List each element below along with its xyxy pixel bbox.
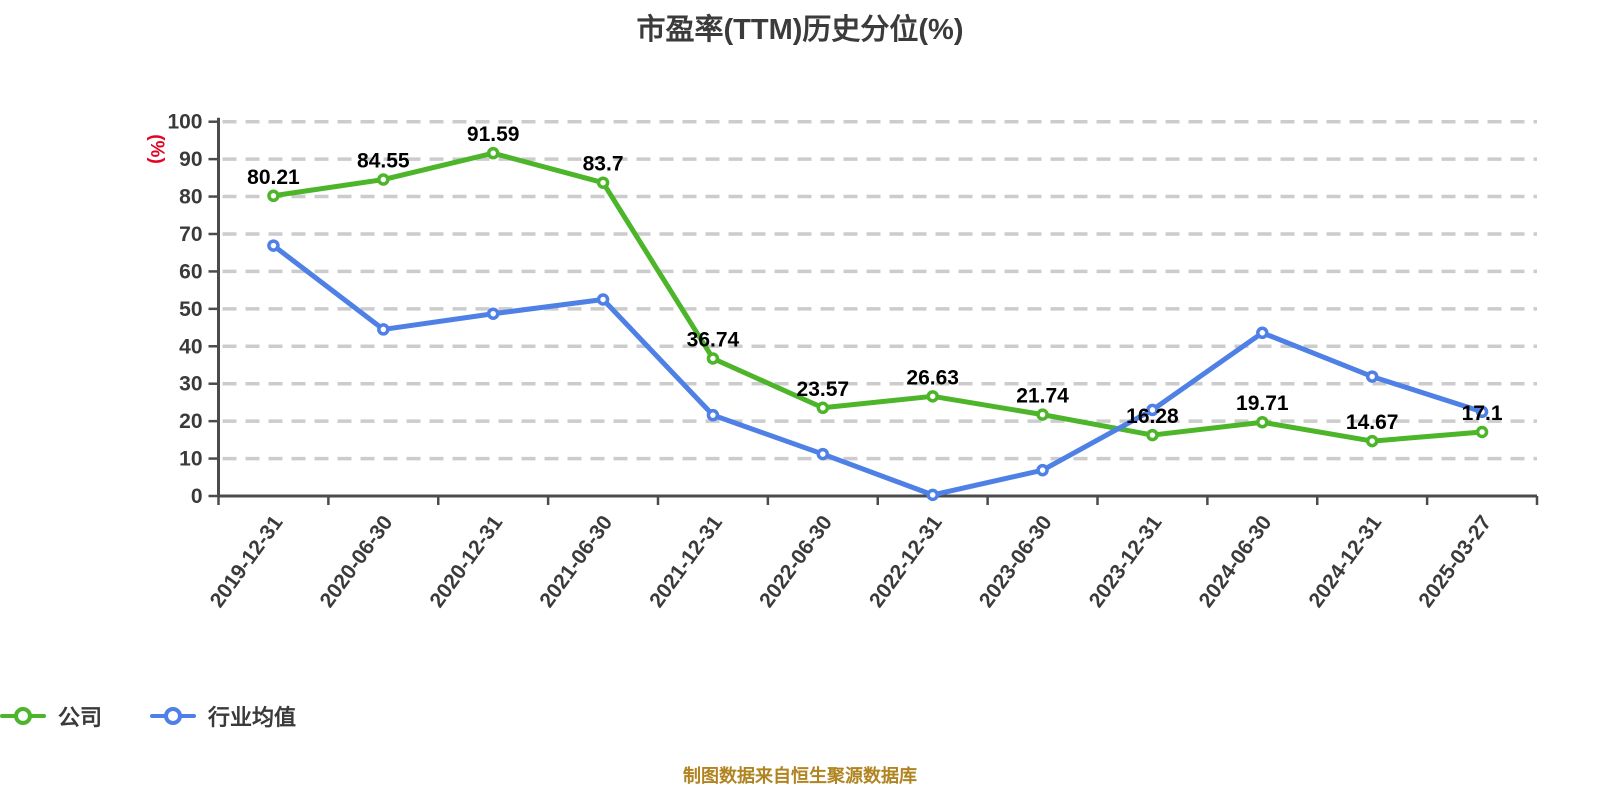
data-point-industry[interactable] <box>1365 370 1379 383</box>
series-line-company <box>270 150 1485 444</box>
x-axis-tick-label: 2023-06-30 <box>975 511 1057 611</box>
data-point-label: 80.21 <box>247 166 300 189</box>
data-point-company[interactable] <box>1475 425 1489 439</box>
data-point-industry[interactable] <box>1036 463 1049 477</box>
x-axis-tick-label: 2023-12-31 <box>1085 511 1167 612</box>
data-point-industry[interactable] <box>816 447 830 461</box>
x-axis-tick-label: 2019-12-31 <box>206 511 288 612</box>
legend-label-company: 公司 <box>58 705 103 730</box>
x-axis-tick-label: 2020-12-31 <box>425 511 507 612</box>
y-axis-tick-label: 60 <box>179 260 202 283</box>
data-point-company[interactable] <box>1365 434 1379 448</box>
y-axis-tick-label: 50 <box>179 298 202 321</box>
data-point-company[interactable] <box>486 146 500 160</box>
data-point-label: 91.59 <box>467 123 520 146</box>
data-source-note: 制图数据来自恒生聚源数据库 <box>683 766 917 786</box>
x-axis-tick-label: 2020-06-30 <box>316 511 398 611</box>
chart-title: 市盈率(TTM)历史分位(%) <box>636 14 964 46</box>
data-point-company[interactable] <box>267 189 280 203</box>
y-axis-tick-label: 20 <box>179 410 202 433</box>
data-point-industry[interactable] <box>1146 403 1159 417</box>
data-point-company[interactable] <box>377 173 390 186</box>
data-point-label: 23.57 <box>797 378 850 401</box>
data-point-industry[interactable] <box>1256 326 1269 340</box>
company-line-marker-icon <box>0 707 46 725</box>
industry-line-marker-icon <box>150 707 197 725</box>
y-axis-tick-label: 0 <box>191 485 203 508</box>
data-point-company[interactable] <box>1256 415 1269 429</box>
x-axis-tick-label: 2022-06-30 <box>755 511 837 611</box>
y-axis-tick-label: 30 <box>179 373 202 396</box>
y-axis-tick-label: 100 <box>167 111 202 134</box>
data-point-company[interactable] <box>596 176 610 189</box>
legend-label-industry-average: 行业均值 <box>208 705 297 730</box>
y-axis-tick-label: 90 <box>179 148 202 171</box>
data-point-industry[interactable] <box>706 408 720 422</box>
data-point-company[interactable] <box>926 390 939 403</box>
y-axis-tick-label: 70 <box>179 223 202 246</box>
x-axis-tick-label: 2024-12-31 <box>1304 511 1386 612</box>
legend: 公司 行业均值 <box>0 700 296 732</box>
data-point-industry[interactable] <box>267 239 280 252</box>
data-point-label: 14.67 <box>1346 411 1399 434</box>
x-axis-tick-label: 2022-12-31 <box>865 511 947 612</box>
data-point-industry[interactable] <box>926 488 939 502</box>
y-axis-tick-label: 10 <box>179 448 202 471</box>
data-point-label: 36.74 <box>687 328 740 351</box>
y-axis-tick-label: 40 <box>179 335 202 358</box>
data-point-industry[interactable] <box>486 307 500 320</box>
series-line-industry <box>270 243 1485 498</box>
x-axis-tick-label: 2021-12-31 <box>645 511 727 612</box>
data-point-company[interactable] <box>816 401 830 415</box>
data-point-industry[interactable] <box>1475 405 1489 419</box>
legend-item-company[interactable]: 公司 <box>0 700 102 732</box>
data-point-industry[interactable] <box>377 323 390 336</box>
data-point-label: 84.55 <box>357 150 410 173</box>
data-point-label: 19.71 <box>1236 392 1289 415</box>
data-point-label: 17.1 <box>1462 402 1503 425</box>
x-axis-tick-label: 2021-06-30 <box>535 511 617 611</box>
data-point-label: 83.7 <box>583 153 624 176</box>
legend-item-industry-average[interactable]: 行业均值 <box>150 700 296 732</box>
data-point-label: 16.28 <box>1126 405 1179 428</box>
data-point-company[interactable] <box>1036 408 1049 421</box>
data-point-industry[interactable] <box>596 293 610 306</box>
data-point-company[interactable] <box>1146 428 1159 442</box>
y-axis-tick-label: 80 <box>179 186 202 209</box>
x-axis-tick-label: 2024-06-30 <box>1195 511 1277 611</box>
x-axis-tick-label: 2025-03-27 <box>1414 511 1496 611</box>
data-point-label: 21.74 <box>1016 385 1069 408</box>
data-point-label: 26.63 <box>906 366 959 389</box>
data-point-company[interactable] <box>706 352 720 365</box>
